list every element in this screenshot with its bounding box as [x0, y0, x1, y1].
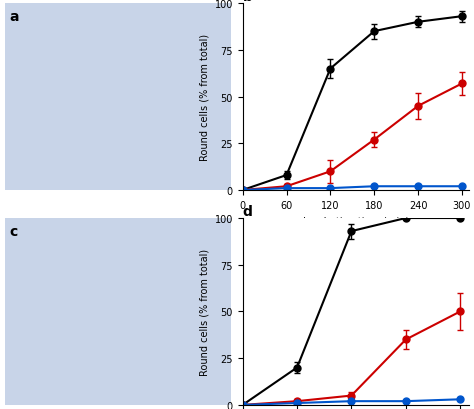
Text: a: a — [9, 10, 19, 24]
Text: b: b — [243, 0, 253, 4]
X-axis label: Incubation time (min): Incubation time (min) — [303, 216, 409, 226]
Text: d: d — [243, 204, 253, 218]
Text: c: c — [9, 224, 18, 238]
Y-axis label: Round cells (% from total): Round cells (% from total) — [199, 34, 209, 161]
Y-axis label: Round cells (% from total): Round cells (% from total) — [199, 248, 209, 375]
